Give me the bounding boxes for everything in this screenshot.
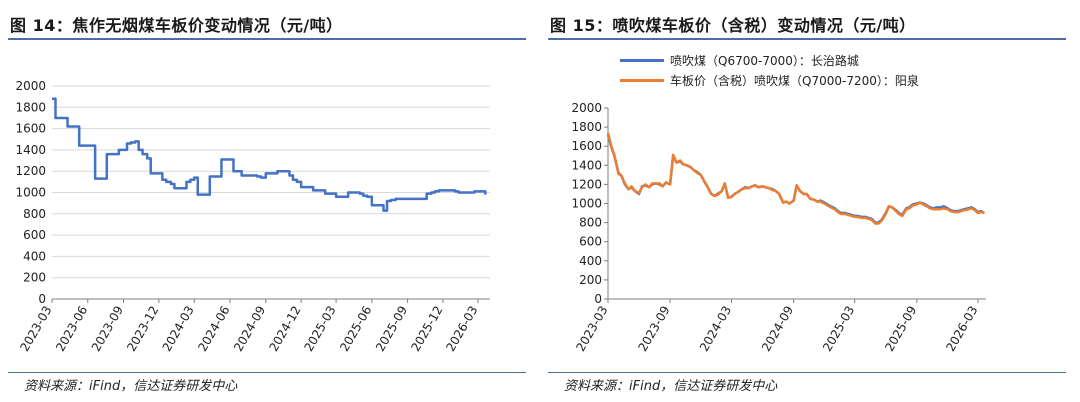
x-tick-label: 2023-09 <box>636 304 673 354</box>
y-tick-label: 2000 <box>571 101 602 115</box>
x-tick-label: 2023-12 <box>124 304 161 354</box>
right-figure-panel: 图 15：喷吹煤车板价（含税）变动情况（元/吨） 喷吹煤（Q6700-7000）… <box>540 0 1080 402</box>
series-line-1-0 <box>606 134 985 224</box>
x-tick-label: 2024-06 <box>195 304 232 354</box>
left-title-rule <box>8 38 526 40</box>
x-tick-label: 2026-03 <box>943 304 980 354</box>
y-tick-label: 600 <box>23 228 46 242</box>
left-chart-title: 图 14：焦作无烟煤车板价变动情况（元/吨） <box>10 16 343 35</box>
left-source-note: 资料来源：iFind，信达证券研发中心 <box>24 379 238 394</box>
x-tick-label: 2024-09 <box>231 304 268 354</box>
y-tick-label: 1200 <box>571 177 602 191</box>
y-tick-label: 2000 <box>15 79 46 93</box>
y-tick-label: 800 <box>23 207 46 221</box>
x-tick-label: 2025-09 <box>882 304 919 354</box>
x-tick-label: 2023-09 <box>89 304 126 354</box>
x-tick-label: 2025-03 <box>820 304 857 354</box>
y-tick-label: 600 <box>579 235 602 249</box>
right-source-note: 资料来源：iFind，信达证券研发中心 <box>564 379 778 394</box>
x-tick-label: 2024-03 <box>697 304 734 354</box>
x-tick-label: 2023-03 <box>573 304 610 354</box>
y-tick-label: 200 <box>23 271 46 285</box>
legend-item-yangquan: 车板价（含税）喷吹煤（Q7000-7200）：阳泉 <box>620 70 919 90</box>
left-source-rule <box>8 372 526 373</box>
left-figure-panel: 图 14：焦作无烟煤车板价变动情况（元/吨） 0 200 400 600 800 1000… <box>8 16 526 394</box>
y-tick-label: 1000 <box>571 197 602 211</box>
x-tick-label: 2024-03 <box>160 304 197 354</box>
y-tick-label: 1200 <box>15 164 46 178</box>
series-line-1-1 <box>606 132 985 225</box>
right-chart-title: 图 15：喷吹煤车板价（含税）变动情况（元/吨） <box>550 16 916 35</box>
right-title-rule <box>548 38 1066 40</box>
x-tick-label: 2023-06 <box>53 304 90 354</box>
x-tick-label: 2025-09 <box>373 304 410 354</box>
y-tick-label: 1400 <box>15 143 46 157</box>
y-tick-label: 200 <box>579 273 602 287</box>
y-tick-label: 1400 <box>571 158 602 172</box>
legend-item-changzhi: 喷吹煤（Q6700-7000）：长治路城 <box>620 50 919 70</box>
x-tick-label: 2026-03 <box>443 304 480 354</box>
series-line-0-0 <box>52 97 487 212</box>
x-tick-label: 2025-06 <box>337 304 374 354</box>
x-tick-label: 2024-12 <box>267 304 304 354</box>
y-tick-label: 400 <box>579 254 602 268</box>
legend-label-yangquan: 车板价（含税）喷吹煤（Q7000-7200）：阳泉 <box>670 73 919 88</box>
right-chart: 0 200 400 600 800 1000 1200 1400 1600 1800 2000 202… <box>571 101 986 354</box>
x-tick-label: 2025-12 <box>408 304 445 354</box>
y-tick-label: 0 <box>594 292 602 306</box>
y-tick-label: 0 <box>38 292 46 306</box>
legend-label-changzhi: 喷吹煤（Q6700-7000）：长治路城 <box>670 53 859 68</box>
x-tick-label: 2025-03 <box>302 304 339 354</box>
x-tick-label: 2023-03 <box>17 304 54 354</box>
y-tick-label: 1800 <box>571 120 602 134</box>
y-tick-label: 1600 <box>571 139 602 153</box>
right-chart-legend: 喷吹煤（Q6700-7000）：长治路城 车板价（含税）喷吹煤（Q7000-72… <box>620 50 919 90</box>
left-chart: 0 200 400 600 800 1000 1200 1400 1600 1800 2000 202… <box>15 79 490 354</box>
legend-swatch-orange <box>620 78 664 82</box>
legend-swatch-blue <box>620 58 664 62</box>
y-tick-label: 1800 <box>15 100 46 114</box>
y-tick-label: 400 <box>23 249 46 263</box>
y-tick-label: 1600 <box>15 122 46 136</box>
x-tick-label: 2024-09 <box>759 304 796 354</box>
right-source-rule <box>548 372 1066 373</box>
y-tick-label: 1000 <box>15 186 46 200</box>
y-tick-label: 800 <box>579 216 602 230</box>
